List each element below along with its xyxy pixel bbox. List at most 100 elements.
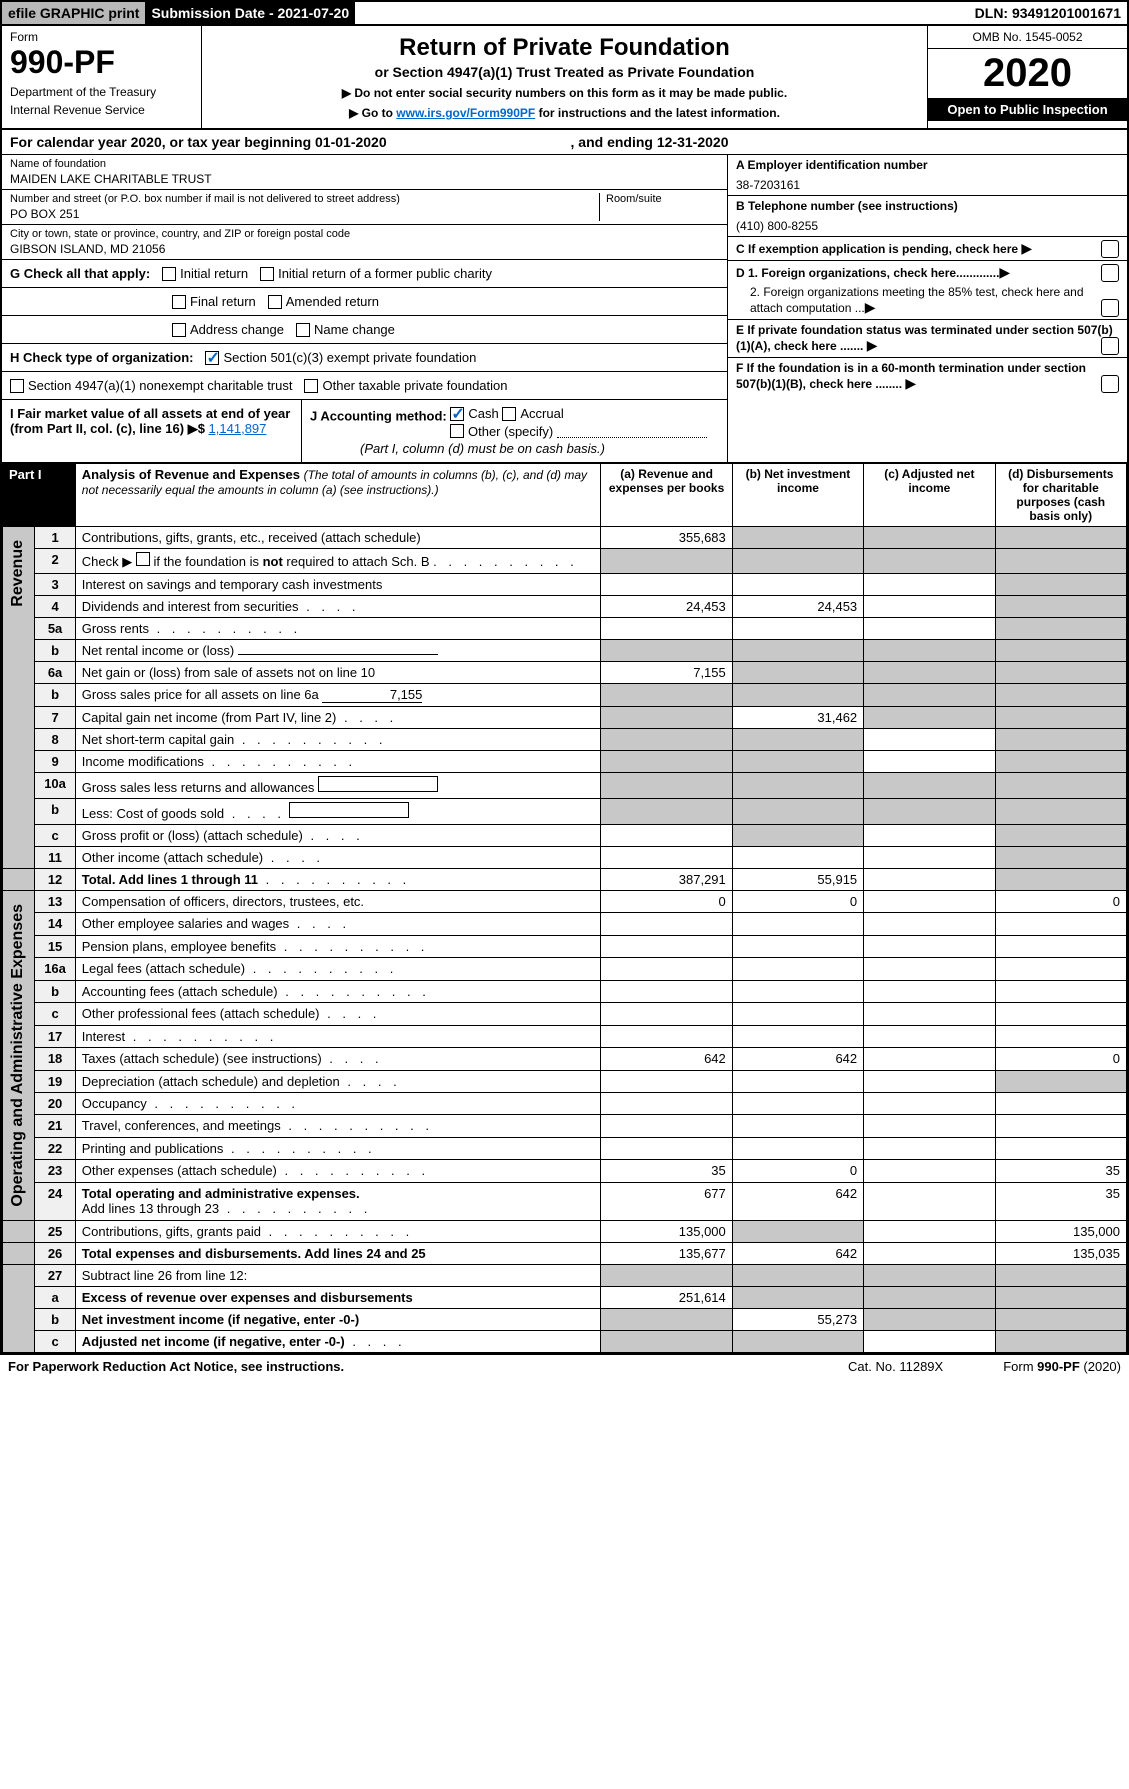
r2-checkbox[interactable]: [136, 552, 150, 566]
cb-h1[interactable]: Section 501(c)(3) exempt private foundat…: [205, 350, 476, 365]
r25-d: 135,000: [995, 1220, 1126, 1242]
r5a-num: 5a: [35, 618, 75, 640]
r10b-c: [864, 799, 995, 825]
r23-b: 0: [732, 1160, 863, 1182]
col-d-header: (d) Disbursements for charitable purpose…: [995, 464, 1126, 527]
irs-link[interactable]: www.irs.gov/Form990PF: [396, 106, 535, 120]
r16b-c: [864, 980, 995, 1002]
footer-mid: Cat. No. 11289X: [848, 1359, 943, 1374]
cb-final[interactable]: Final return: [172, 294, 256, 309]
r17-num: 17: [35, 1025, 75, 1047]
cb-address[interactable]: Address change: [172, 322, 284, 337]
cb-initial-label: Initial return: [180, 266, 248, 281]
r14-d: [995, 913, 1126, 935]
r27c-num: c: [35, 1330, 75, 1352]
form-subtitle: or Section 4947(a)(1) Trust Treated as P…: [210, 64, 919, 80]
r20-desc: Occupancy: [75, 1092, 601, 1114]
r10c-c: [864, 825, 995, 847]
r17-c: [864, 1025, 995, 1047]
r17-d: [995, 1025, 1126, 1047]
r10b-a: [601, 799, 732, 825]
r6a-d: [995, 662, 1126, 684]
i-cell: I Fair market value of all assets at end…: [2, 400, 302, 462]
calendar-row: For calendar year 2020, or tax year begi…: [2, 130, 1127, 155]
cb-initial-former[interactable]: Initial return of a former public charit…: [260, 266, 492, 281]
d2-checkbox[interactable]: [1101, 299, 1119, 317]
r11-desc: Other income (attach schedule): [75, 847, 601, 869]
r22-b: [732, 1137, 863, 1159]
c-checkbox[interactable]: [1101, 240, 1119, 258]
d1-checkbox[interactable]: [1101, 264, 1119, 282]
r10c-num: c: [35, 825, 75, 847]
r6a-num: 6a: [35, 662, 75, 684]
r2-d: [995, 549, 1126, 574]
r1-b: [732, 527, 863, 549]
r7-num: 7: [35, 707, 75, 729]
r10c-a: [601, 825, 732, 847]
city-value: GIBSON ISLAND, MD 21056: [10, 242, 719, 256]
r21-d: [995, 1115, 1126, 1137]
cb-other[interactable]: Other (specify): [450, 424, 553, 439]
r2-a: [601, 549, 732, 574]
r27c-d: [995, 1330, 1126, 1352]
r6b-d: [995, 684, 1126, 707]
r7-desc: Capital gain net income (from Part IV, l…: [75, 707, 601, 729]
cb-accrual[interactable]: Accrual: [502, 406, 563, 421]
r27c-desc: Adjusted net income (if negative, enter …: [75, 1330, 601, 1352]
cb-h3[interactable]: Other taxable private foundation: [304, 378, 507, 393]
r17-b: [732, 1025, 863, 1047]
cb-name[interactable]: Name change: [296, 322, 395, 337]
name-cell: Name of foundation MAIDEN LAKE CHARITABL…: [2, 155, 727, 190]
cb-initial[interactable]: Initial return: [162, 266, 248, 281]
r14-desc: Other employee salaries and wages: [75, 913, 601, 935]
cb-h1-label: Section 501(c)(3) exempt private foundat…: [223, 350, 476, 365]
r18-a: 642: [601, 1048, 732, 1070]
f-checkbox[interactable]: [1101, 375, 1119, 393]
r14-num: 14: [35, 913, 75, 935]
e-checkbox[interactable]: [1101, 337, 1119, 355]
r14-b: [732, 913, 863, 935]
r12-b: 55,915: [732, 869, 863, 891]
cb-name-label: Name change: [314, 322, 395, 337]
r14-a: [601, 913, 732, 935]
r24-d: 35: [995, 1182, 1126, 1220]
form-container: efile GRAPHIC print Submission Date - 20…: [0, 0, 1129, 1355]
cb-final-label: Final return: [190, 294, 256, 309]
r27b-d: [995, 1308, 1126, 1330]
r25-num: 25: [35, 1220, 75, 1242]
r27c-a: [601, 1330, 732, 1352]
r10a-a: [601, 773, 732, 799]
r24-num: 24: [35, 1182, 75, 1220]
g-row: G Check all that apply: Initial return I…: [2, 260, 727, 288]
r13-desc: Compensation of officers, directors, tru…: [75, 891, 601, 913]
r3-desc: Interest on savings and temporary cash i…: [75, 574, 601, 596]
ij-row: I Fair market value of all assets at end…: [2, 400, 727, 462]
efile-label[interactable]: efile GRAPHIC print: [2, 2, 145, 24]
r16c-c: [864, 1003, 995, 1025]
cb-amended[interactable]: Amended return: [268, 294, 379, 309]
ein-cell: A Employer identification number 38-7203…: [728, 155, 1127, 196]
r23-a: 35: [601, 1160, 732, 1182]
r24-desc: Total operating and administrative expen…: [75, 1182, 601, 1220]
i-value[interactable]: 1,141,897: [209, 421, 267, 436]
r5b-desc: Net rental income or (loss): [75, 640, 601, 662]
r8-b: [732, 729, 863, 751]
r19-c: [864, 1070, 995, 1092]
r7-c: [864, 707, 995, 729]
cb-h2[interactable]: Section 4947(a)(1) nonexempt charitable …: [10, 378, 292, 393]
name-label: Name of foundation: [10, 158, 719, 170]
r27b-c: [864, 1308, 995, 1330]
r16a-d: [995, 958, 1126, 980]
r10b-num: b: [35, 799, 75, 825]
r27b-desc: Net investment income (if negative, ente…: [75, 1308, 601, 1330]
r25-desc: Contributions, gifts, grants paid: [75, 1220, 601, 1242]
r26-num: 26: [35, 1242, 75, 1264]
r26-desc: Total expenses and disbursements. Add li…: [75, 1242, 601, 1264]
part1-title-b: Analysis of Revenue and Expenses: [82, 467, 300, 482]
tax-year: 2020: [928, 49, 1127, 98]
r6a-desc: Net gain or (loss) from sale of assets n…: [75, 662, 601, 684]
r9-desc: Income modifications: [75, 751, 601, 773]
header-right: OMB No. 1545-0052 2020 Open to Public In…: [927, 26, 1127, 128]
r19-num: 19: [35, 1070, 75, 1092]
cb-cash[interactable]: Cash: [450, 406, 498, 421]
